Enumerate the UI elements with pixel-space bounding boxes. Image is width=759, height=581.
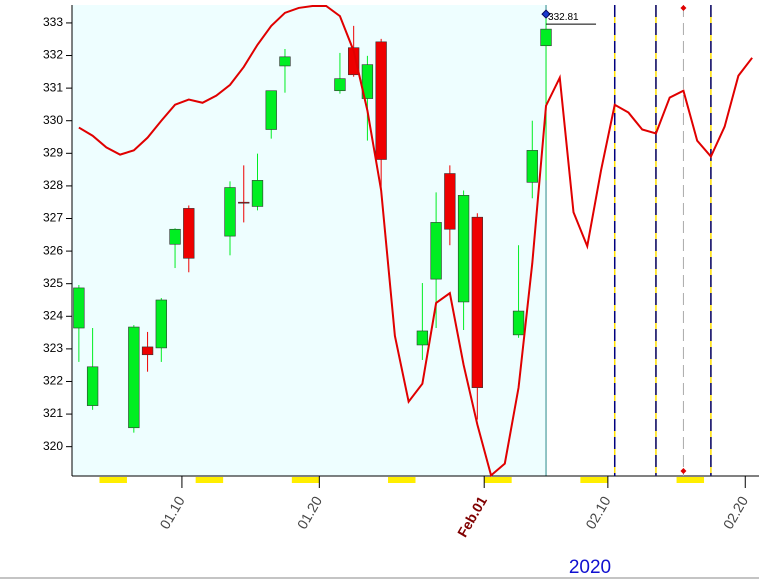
- y-tick-label: 326: [43, 243, 63, 257]
- y-tick-label: 328: [43, 178, 63, 192]
- candle-body: [73, 287, 85, 329]
- candle-body: [238, 201, 250, 204]
- y-tick-label: 331: [43, 80, 63, 94]
- y-tick-label: 324: [43, 308, 63, 322]
- last-price-label: 332.81: [548, 12, 579, 23]
- weekend-marker: [580, 477, 608, 483]
- y-tick-label: 321: [43, 406, 63, 420]
- candle-body: [141, 346, 154, 356]
- candle-body: [471, 216, 483, 388]
- y-tick-label: 322: [43, 374, 63, 388]
- weekend-marker: [388, 477, 416, 483]
- overlay-line: [78, 4, 753, 478]
- candle-body: [155, 299, 167, 349]
- candle-body: [540, 28, 552, 47]
- candle-body: [416, 330, 429, 346]
- candle-body: [444, 173, 456, 230]
- x-axis-title: 2020: [569, 557, 611, 578]
- candle-body: [457, 195, 470, 303]
- candle-body: [361, 64, 374, 99]
- candle-body: [348, 47, 360, 76]
- y-tick-label: 320: [43, 439, 63, 453]
- weekend-marker: [676, 477, 705, 483]
- candle-body: [430, 222, 442, 280]
- candle-body: [86, 366, 99, 406]
- y-tick-label: 333: [43, 15, 63, 29]
- candle-body: [279, 56, 291, 67]
- marker-diamond: [680, 468, 687, 474]
- candle-body: [334, 78, 346, 92]
- weekend-marker: [291, 477, 320, 483]
- y-tick-label: 327: [43, 211, 63, 225]
- candle-body: [375, 41, 387, 160]
- candle-body: [265, 90, 277, 130]
- candle-body: [526, 150, 538, 183]
- weekend-marker: [195, 477, 224, 483]
- last-diamond: [541, 9, 551, 19]
- candle-body: [224, 187, 236, 237]
- candle-body: [128, 326, 140, 429]
- candle-body: [169, 228, 181, 245]
- candle-body: [183, 208, 195, 259]
- y-tick-label: 323: [43, 341, 63, 355]
- marker-diamond: [680, 5, 687, 11]
- y-tick-label: 325: [43, 276, 63, 290]
- y-tick-label: 330: [43, 113, 63, 127]
- y-tick-label: 332: [43, 48, 63, 62]
- candle-body: [512, 310, 525, 336]
- weekend-marker: [484, 477, 512, 483]
- y-tick-label: 329: [43, 145, 63, 159]
- candle-body: [251, 180, 264, 207]
- weekend-marker: [99, 477, 127, 483]
